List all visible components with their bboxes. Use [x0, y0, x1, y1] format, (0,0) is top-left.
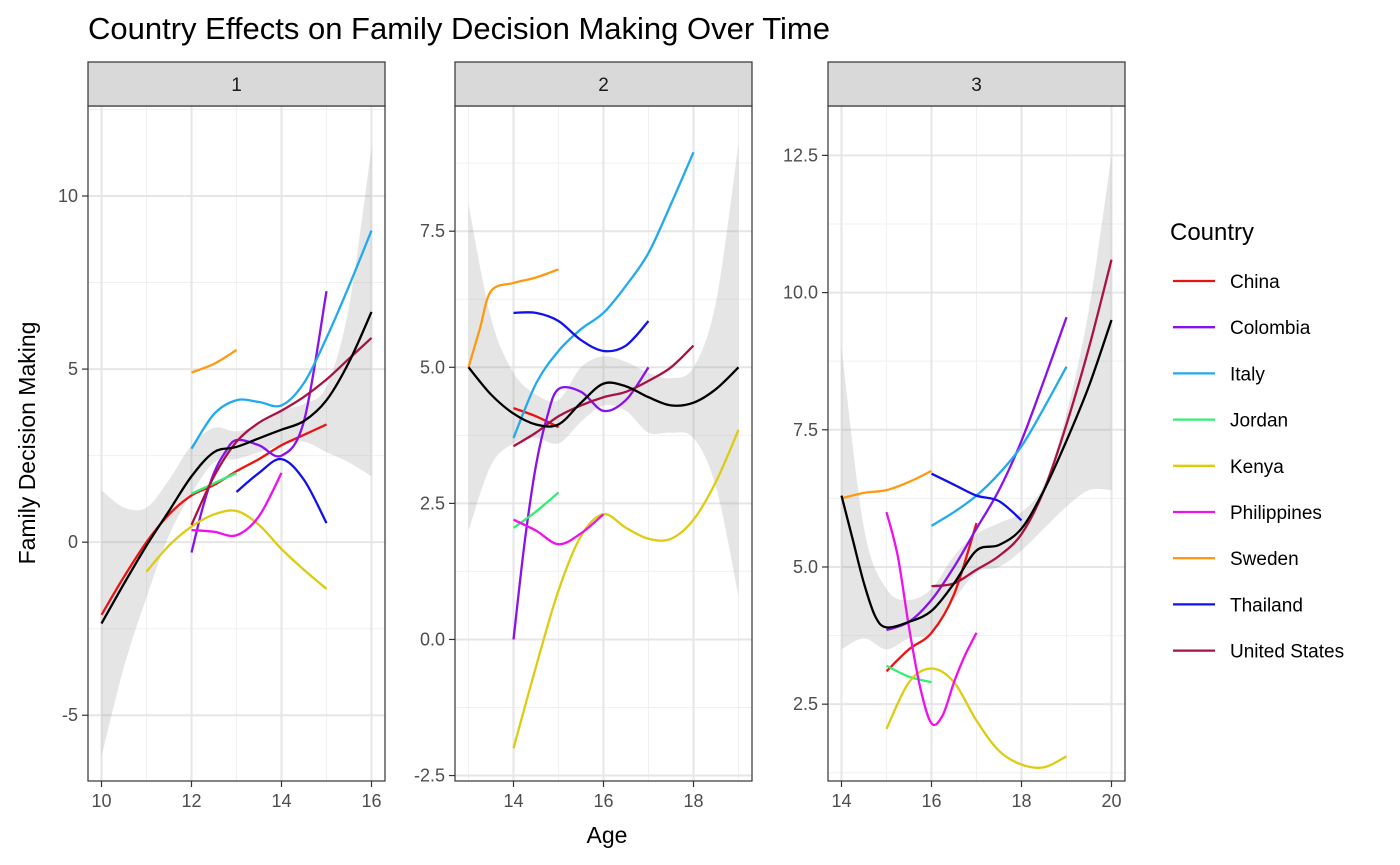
- x-tick-label: 16: [361, 791, 381, 811]
- legend-item-china: China: [1173, 272, 1280, 293]
- series-line-overall: [100, 311, 373, 625]
- y-tick-label: 7.5: [420, 221, 445, 241]
- legend-item-jordan: Jordan: [1173, 411, 1288, 432]
- legend-item-thailand: Thailand: [1173, 595, 1303, 616]
- facet-panel-3: 3 14 16 18 20 2.5 5.0 7.5 10.0 12.5: [783, 61, 1126, 811]
- y-tick-label: 10.0: [783, 283, 818, 303]
- y-tick-label: 5.0: [420, 357, 445, 377]
- legend: Country China Colombia Italy Jordan Kenya Phi…: [1170, 219, 1344, 663]
- legend-label: China: [1230, 272, 1280, 293]
- series-line-united-states: [512, 344, 695, 448]
- series-line-italy: [512, 151, 695, 439]
- y-tick-label: 2.5: [420, 493, 445, 513]
- facet-strip-label: 3: [971, 75, 982, 96]
- series-line-philippines: [191, 472, 283, 538]
- series-line-colombia: [512, 366, 650, 640]
- series-line-jordan: [885, 664, 932, 684]
- plot-area: [100, 147, 373, 757]
- facet-strip-label: 2: [598, 75, 609, 96]
- confidence-band: [101, 147, 372, 757]
- legend-item-kenya: Kenya: [1173, 457, 1284, 478]
- x-tick-label: 14: [831, 791, 851, 811]
- x-tick-label: 10: [91, 791, 111, 811]
- y-tick-label: 0: [68, 532, 78, 552]
- series-line-jordan: [512, 491, 560, 529]
- legend-item-united-states: United States: [1173, 642, 1344, 663]
- y-tick-label: 5.0: [793, 557, 818, 577]
- facet-panel-1: 1 10 12 14 16 -5 0 5 10: [58, 61, 386, 811]
- series-line-united-states: [931, 259, 1113, 588]
- series-line-china: [100, 423, 327, 616]
- x-tick-label: 16: [593, 791, 613, 811]
- chart-title: Country Effects on Family Decision Makin…: [88, 11, 830, 46]
- y-tick-label: 5: [68, 359, 78, 379]
- facet-panels: 1 10 12 14 16 -5 0 5 10 2 14 16 18 -2.5 0.0 2.5 5.0 7.5 3 1…: [58, 61, 1126, 811]
- series-line-philippines: [513, 513, 605, 546]
- series-line-thailand: [513, 311, 650, 353]
- series-line-china: [513, 407, 560, 429]
- legend-item-sweden: Sweden: [1173, 549, 1299, 570]
- series-line-overall: [467, 366, 740, 428]
- series-line-kenya: [512, 429, 740, 749]
- series-line-sweden: [841, 469, 933, 500]
- series-line-italy: [930, 366, 1068, 527]
- legend-label: Philippines: [1230, 503, 1322, 524]
- plot-area: [840, 155, 1113, 769]
- series-line-thailand: [235, 457, 328, 524]
- facet-strip: [87, 61, 386, 107]
- plot-area: [467, 144, 740, 749]
- facet-strip-label: 1: [231, 75, 242, 96]
- legend-label: Colombia: [1230, 318, 1311, 339]
- series-line-italy: [190, 230, 373, 450]
- y-tick-label: 12.5: [783, 145, 818, 165]
- confidence-band: [841, 155, 1112, 650]
- legend-label: Jordan: [1230, 411, 1288, 432]
- x-tick-label: 14: [271, 791, 291, 811]
- y-tick-label: 7.5: [793, 420, 818, 440]
- confidence-band: [468, 144, 739, 596]
- y-tick-label: 0.0: [420, 629, 445, 649]
- legend-label: Kenya: [1230, 457, 1284, 478]
- x-tick-label: 18: [1011, 791, 1031, 811]
- x-tick-label: 12: [181, 791, 201, 811]
- y-tick-label: -2.5: [414, 766, 445, 786]
- y-tick-label: 10: [58, 186, 78, 206]
- facet-strip: [827, 61, 1126, 107]
- legend-item-italy: Italy: [1173, 364, 1265, 385]
- y-axis-title: Family Decision Making: [14, 322, 40, 565]
- series-line-overall: [840, 319, 1113, 629]
- series-line-colombia: [886, 316, 1068, 632]
- y-tick-label: -5: [62, 705, 78, 725]
- series-line-jordan: [191, 471, 237, 495]
- y-tick-label: 2.5: [793, 694, 818, 714]
- series-line-sweden: [191, 349, 238, 374]
- x-axis-title: Age: [587, 822, 628, 848]
- legend-label: United States: [1230, 642, 1344, 663]
- series-line-kenya: [885, 667, 1068, 769]
- series-line-thailand: [930, 472, 1023, 522]
- x-tick-label: 18: [683, 791, 703, 811]
- legend-label: Sweden: [1230, 549, 1299, 570]
- x-tick-label: 14: [503, 791, 523, 811]
- facet-panel-2: 2 14 16 18 -2.5 0.0 2.5 5.0 7.5: [414, 61, 753, 811]
- legend-item-philippines: Philippines: [1173, 503, 1322, 524]
- series-line-philippines: [885, 511, 978, 727]
- legend-title: Country: [1170, 219, 1254, 246]
- facet-strip: [454, 61, 753, 107]
- x-tick-label: 20: [1101, 791, 1121, 811]
- series-line-united-states: [190, 337, 373, 526]
- legend-items: China Colombia Italy Jordan Kenya Philippines…: [1173, 272, 1344, 663]
- x-tick-label: 16: [921, 791, 941, 811]
- series-line-kenya: [145, 509, 328, 590]
- legend-item-colombia: Colombia: [1173, 318, 1311, 339]
- legend-label: Thailand: [1230, 595, 1303, 616]
- series-line-sweden: [467, 268, 559, 368]
- legend-label: Italy: [1230, 364, 1265, 385]
